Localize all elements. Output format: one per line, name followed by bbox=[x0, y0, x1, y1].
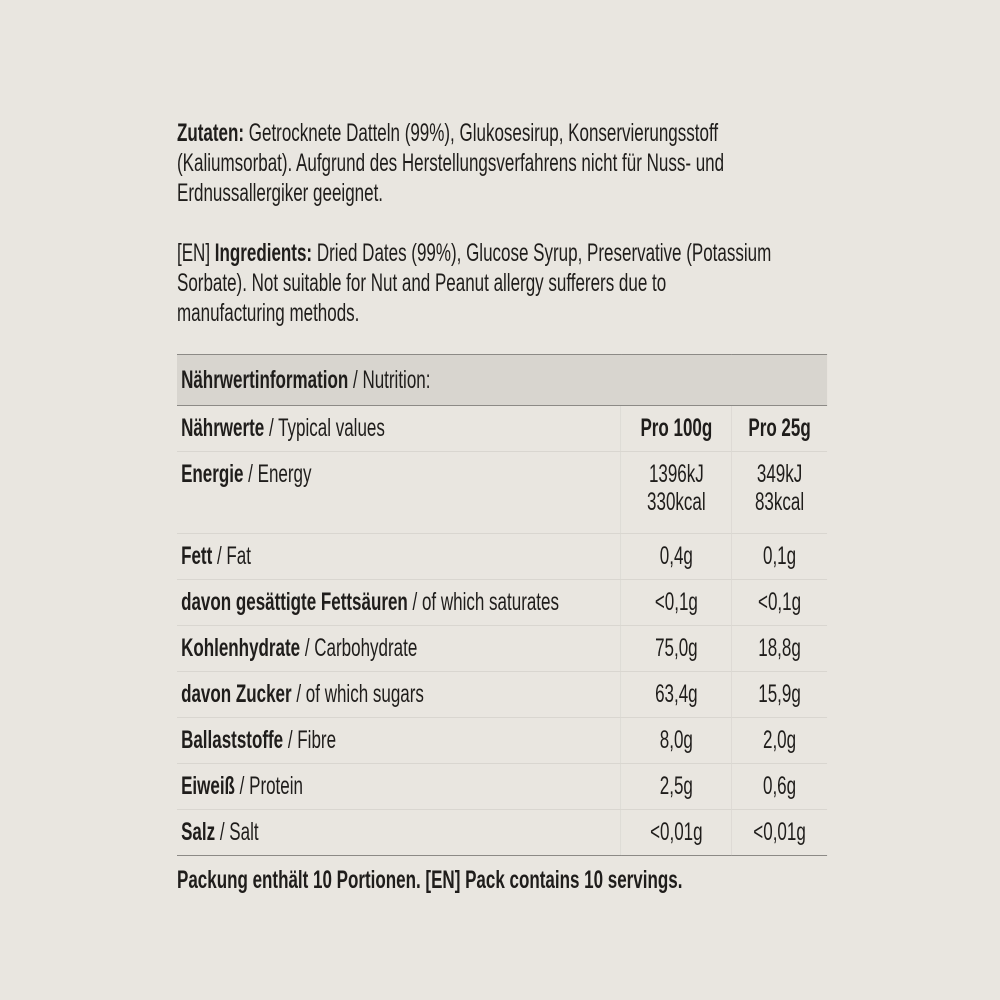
value-25g: 2,0g bbox=[731, 717, 828, 764]
text-line: manufacturing methods. bbox=[177, 299, 360, 327]
row-label-en: / Protein bbox=[239, 772, 303, 800]
text-line: Sorbate). Not suitable for Nut and Peanu… bbox=[177, 269, 667, 297]
ingredients-de: Zutaten: Getrocknete Datteln (99%), Gluk… bbox=[177, 118, 827, 208]
row-label-de: Ballaststoffe bbox=[181, 726, 284, 754]
table-row: davon gesättigte Fettsäuren / of which s… bbox=[177, 579, 828, 626]
row-label-en: / of which sugars bbox=[296, 680, 424, 708]
value: 1396kJ bbox=[648, 460, 704, 488]
row-label-en: / Salt bbox=[219, 818, 259, 846]
value-100g: 2,5g bbox=[620, 763, 732, 810]
row-label-en: / Fat bbox=[216, 542, 251, 570]
text-line: Erdnussallergiker geeignet. bbox=[177, 179, 384, 207]
table-row: Eiweiß / Protein 2,5g 0,6g bbox=[177, 763, 828, 810]
value-100g: 0,4g bbox=[620, 533, 732, 580]
value-25g: 18,8g bbox=[731, 625, 828, 672]
nutrition-title: Nährwertinformation bbox=[181, 365, 349, 394]
label-content: Zutaten: Getrocknete Datteln (99%), Gluk… bbox=[177, 118, 828, 895]
value: 83kcal bbox=[754, 488, 805, 516]
table-row: Fett / Fat 0,4g 0,1g bbox=[177, 533, 828, 580]
text-line: (Kaliumsorbat). Aufgrund des Herstellung… bbox=[177, 149, 725, 177]
row-label-en: / Energy bbox=[248, 460, 312, 488]
value-25g: 0,1g bbox=[731, 533, 828, 580]
value-100g: 8,0g bbox=[620, 717, 732, 764]
text-line: Getrocknete Datteln (99%), Glukosesirup,… bbox=[248, 119, 719, 147]
ingredients-de-label: Zutaten: bbox=[177, 119, 245, 147]
nutrition-title-en: / Nutrition: bbox=[352, 365, 431, 394]
value-25g: <0,1g bbox=[731, 579, 828, 626]
value-100g: <0,01g bbox=[620, 809, 732, 856]
row-label-de: Eiweiß bbox=[181, 772, 235, 800]
value-100g: 75,0g bbox=[620, 625, 732, 672]
col-header-25g: Pro 25g bbox=[748, 414, 811, 442]
value-25g: 0,6g bbox=[731, 763, 828, 810]
row-label-de: davon Zucker bbox=[181, 680, 292, 708]
col-header-100g: Pro 100g bbox=[640, 414, 713, 442]
table-row: Kohlenhydrate / Carbohydrate 75,0g 18,8g bbox=[177, 625, 828, 672]
value: 349kJ bbox=[756, 460, 803, 488]
row-label-en: / of which saturates bbox=[412, 588, 559, 616]
row-label-en: / Fibre bbox=[287, 726, 337, 754]
row-label-de: Fett bbox=[181, 542, 213, 570]
value-25g: 15,9g bbox=[731, 671, 828, 718]
table-row-energy: Energie / Energy 1396kJ 330kcal 349kJ 83kc… bbox=[177, 451, 828, 534]
row-label-de: Energie bbox=[181, 460, 244, 488]
table-row: Ballaststoffe / Fibre 8,0g 2,0g bbox=[177, 717, 828, 764]
nutrition-table: Nährwertinformation / Nutrition: Nährwer… bbox=[177, 354, 828, 856]
value-100g: 63,4g bbox=[620, 671, 732, 718]
row-label-de: Salz bbox=[181, 818, 216, 846]
ingredients-en-label: Ingredients: bbox=[214, 239, 313, 267]
row-label-en: / Carbohydrate bbox=[304, 634, 418, 662]
servings-note: Packung enthält 10 Portionen. [EN] Pack … bbox=[177, 866, 683, 894]
row-label-de: Kohlenhydrate bbox=[181, 634, 301, 662]
text-line: Dried Dates (99%), Glucose Syrup, Preser… bbox=[316, 239, 772, 267]
lang-prefix: [EN] bbox=[177, 239, 211, 267]
header-de: Nährwerte bbox=[181, 414, 265, 442]
nutrition-title-row: Nährwertinformation / Nutrition: bbox=[177, 354, 828, 406]
value-100g: <0,1g bbox=[620, 579, 732, 626]
row-label-de: davon gesättigte Fettsäuren bbox=[181, 588, 408, 616]
table-row: Salz / Salt <0,01g <0,01g bbox=[177, 809, 828, 856]
ingredients-en: [EN] Ingredients: Dried Dates (99%), Glu… bbox=[177, 238, 827, 328]
header-en: / Typical values bbox=[268, 414, 385, 442]
header-row: Nährwerte / Typical values Pro 100g Pro … bbox=[177, 405, 828, 452]
value-25g: <0,01g bbox=[731, 809, 828, 856]
value: 330kcal bbox=[647, 488, 706, 516]
table-row: davon Zucker / of which sugars 63,4g 15,9g bbox=[177, 671, 828, 718]
